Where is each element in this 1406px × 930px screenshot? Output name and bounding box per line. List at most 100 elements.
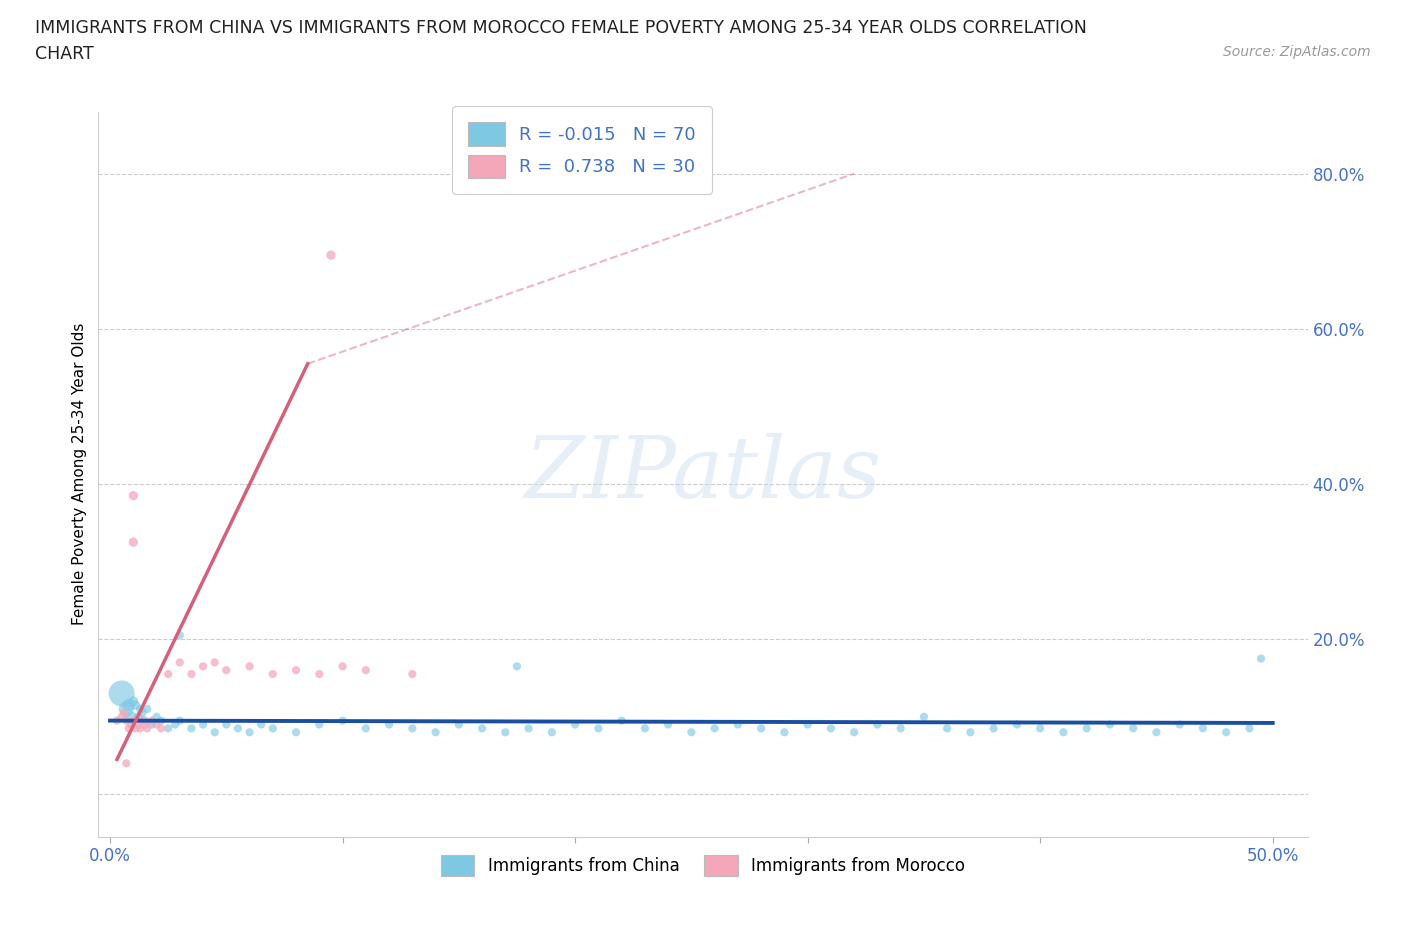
Point [145, 717, 167, 732]
Point [308, 717, 330, 732]
Point [634, 721, 657, 736]
Point [165, 717, 187, 732]
Point [681, 724, 703, 739]
Point [727, 717, 749, 732]
Point [127, 717, 149, 732]
Point [134, 713, 156, 728]
Point [1076, 721, 1098, 736]
Point [150, 713, 173, 728]
Point [773, 724, 796, 739]
Point [354, 663, 377, 678]
Point [115, 701, 138, 716]
Point [796, 717, 818, 732]
Y-axis label: Female Poverty Among 25-34 Year Olds: Female Poverty Among 25-34 Year Olds [72, 323, 87, 626]
Point [131, 706, 153, 721]
Point [180, 667, 202, 682]
Point [844, 724, 866, 739]
Point [517, 721, 540, 736]
Point [319, 247, 342, 262]
Point [912, 710, 935, 724]
Point [169, 713, 191, 728]
Point [122, 694, 145, 709]
Point [447, 717, 470, 732]
Point [610, 713, 633, 728]
Point [239, 658, 262, 673]
Point [332, 658, 354, 673]
Point [285, 663, 308, 678]
Point [112, 706, 135, 721]
Point [115, 756, 138, 771]
Point [124, 721, 146, 736]
Point [354, 721, 377, 736]
Point [111, 686, 134, 701]
Point [936, 721, 959, 736]
Point [180, 721, 202, 736]
Point [425, 724, 447, 739]
Point [866, 717, 889, 732]
Point [105, 713, 128, 728]
Point [150, 721, 173, 736]
Point [136, 701, 159, 716]
Point [1029, 721, 1052, 736]
Point [588, 721, 610, 736]
Point [983, 721, 1005, 736]
Point [890, 721, 912, 736]
Point [471, 721, 494, 736]
Point [122, 713, 145, 728]
Point [1052, 724, 1074, 739]
Point [1122, 721, 1144, 736]
Point [169, 655, 191, 670]
Point [141, 713, 163, 728]
Point [401, 721, 423, 736]
Point [250, 717, 273, 732]
Point [332, 713, 354, 728]
Point [401, 667, 423, 682]
Point [127, 710, 149, 724]
Point [120, 717, 142, 732]
Point [1250, 651, 1272, 666]
Point [157, 667, 180, 682]
Text: CHART: CHART [35, 45, 94, 62]
Point [118, 721, 141, 736]
Point [262, 721, 284, 736]
Point [115, 713, 138, 728]
Point [141, 717, 163, 732]
Point [129, 701, 152, 716]
Point [124, 698, 146, 712]
Point [959, 724, 981, 739]
Point [191, 717, 214, 732]
Point [120, 710, 142, 724]
Point [169, 628, 191, 643]
Point [122, 488, 145, 503]
Point [118, 698, 141, 712]
Point [1098, 717, 1121, 732]
Point [134, 717, 156, 732]
Point [239, 724, 262, 739]
Point [226, 721, 249, 736]
Point [215, 663, 238, 678]
Point [506, 658, 529, 673]
Point [378, 717, 401, 732]
Point [215, 717, 238, 732]
Point [820, 721, 842, 736]
Point [703, 721, 725, 736]
Point [111, 710, 134, 724]
Point [136, 721, 159, 736]
Text: IMMIGRANTS FROM CHINA VS IMMIGRANTS FROM MOROCCO FEMALE POVERTY AMONG 25-34 YEAR: IMMIGRANTS FROM CHINA VS IMMIGRANTS FROM… [35, 19, 1087, 36]
Point [131, 713, 153, 728]
Point [1144, 724, 1167, 739]
Point [494, 724, 516, 739]
Point [145, 710, 167, 724]
Legend: Immigrants from China, Immigrants from Morocco: Immigrants from China, Immigrants from M… [434, 848, 972, 884]
Point [1168, 717, 1191, 732]
Point [1005, 717, 1028, 732]
Point [204, 655, 226, 670]
Point [191, 658, 214, 673]
Point [1215, 724, 1237, 739]
Text: ZIPatlas: ZIPatlas [524, 433, 882, 515]
Point [308, 667, 330, 682]
Point [285, 724, 308, 739]
Point [204, 724, 226, 739]
Point [1192, 721, 1215, 736]
Point [540, 724, 562, 739]
